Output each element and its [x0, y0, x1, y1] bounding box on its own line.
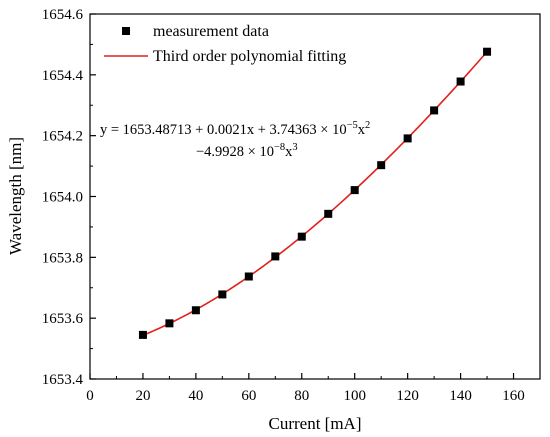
x-tick-label: 0	[86, 388, 94, 404]
x-tick-label: 100	[343, 388, 366, 404]
y-tick-label: 1654.0	[42, 190, 83, 206]
data-point	[271, 252, 280, 261]
x-axis: 0 20 40 60 80 100 120 140 160	[86, 373, 525, 404]
data-point	[456, 77, 465, 86]
y-axis-title: Wavelength [nm]	[6, 137, 25, 255]
fit-curve-layer	[142, 51, 488, 337]
x-tick-label: 120	[396, 388, 419, 404]
data-point	[244, 272, 253, 281]
x-tick-label: 20	[135, 388, 150, 404]
data-point	[218, 290, 227, 299]
data-point	[191, 306, 200, 315]
data-point	[165, 319, 174, 328]
fit-equation-annotation: y = 1653.48713 + 0.0021x + 3.74363 × 10−…	[100, 120, 370, 160]
equation-line-2: −4.9928 × 10−8x3	[196, 142, 298, 160]
data-point	[403, 134, 412, 143]
x-tick-label: 60	[241, 388, 256, 404]
legend-label-fit: Third order polynomial fitting	[153, 48, 346, 65]
y-tick-label: 1654.4	[42, 68, 84, 84]
y-tick-label: 1654.2	[42, 129, 83, 145]
data-point	[377, 161, 386, 170]
data-points-layer	[138, 47, 492, 339]
data-point	[297, 232, 306, 241]
x-tick-label: 140	[449, 388, 472, 404]
y-tick-label: 1654.6	[42, 7, 84, 23]
data-point	[483, 47, 492, 56]
y-tick-label: 1653.4	[42, 372, 84, 388]
x-tick-label: 160	[502, 388, 525, 404]
x-axis-title: Current [mA]	[268, 414, 361, 433]
data-point	[324, 209, 333, 218]
equation-line-1: y = 1653.48713 + 0.0021x + 3.74363 × 10−…	[100, 120, 370, 138]
legend-label-measurement: measurement data	[153, 23, 269, 40]
legend: measurement data Third order polynomial …	[104, 23, 346, 65]
data-point	[138, 330, 147, 339]
data-point	[430, 106, 439, 115]
y-tick-label: 1653.8	[42, 250, 83, 266]
fit-curve-line	[142, 51, 488, 337]
y-tick-label: 1653.6	[42, 311, 84, 327]
y-axis: 1653.4 1653.6 1653.8 1654.0 1654.2 1654.4 1654…	[42, 7, 96, 388]
x-tick-label: 40	[188, 388, 203, 404]
x-tick-label: 80	[294, 388, 309, 404]
data-point	[350, 186, 359, 195]
legend-marker-measurement	[122, 27, 130, 35]
